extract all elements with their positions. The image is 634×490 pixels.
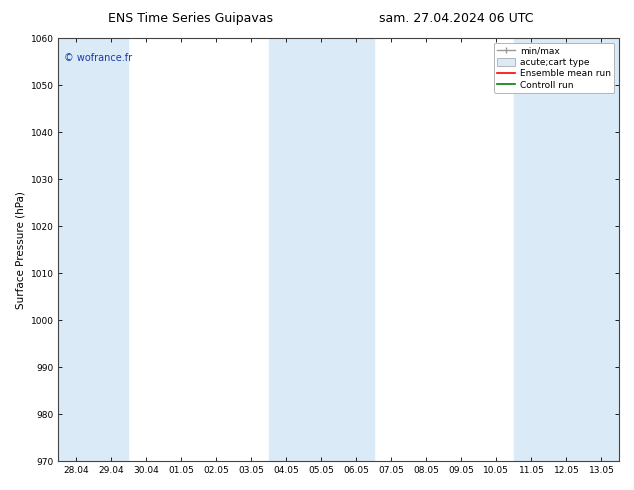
Text: ENS Time Series Guipavas: ENS Time Series Guipavas [108,12,273,25]
Bar [339,38,374,461]
Bar [549,38,584,461]
Bar [58,38,93,461]
Legend: min/max, acute;cart type, Ensemble mean run, Controll run: min/max, acute;cart type, Ensemble mean … [494,43,614,93]
Bar [269,38,304,461]
Bar [93,38,129,461]
Text: © wofrance.fr: © wofrance.fr [64,53,132,63]
Bar [584,38,619,461]
Bar [304,38,339,461]
Text: sam. 27.04.2024 06 UTC: sam. 27.04.2024 06 UTC [379,12,534,25]
Y-axis label: Surface Pressure (hPa): Surface Pressure (hPa) [15,191,25,309]
Bar [514,38,549,461]
